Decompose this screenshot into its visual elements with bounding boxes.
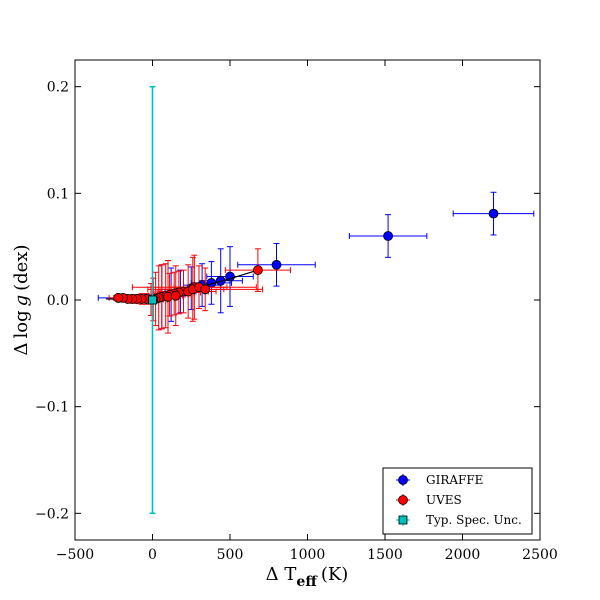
y-tick-label: 0.1 bbox=[47, 186, 69, 202]
legend-item-uves: UVES bbox=[396, 493, 462, 507]
plot-area bbox=[97, 85, 535, 515]
legend: GIRAFFE UVES Typ. Spec. Unc. bbox=[382, 467, 533, 535]
legend-label-typ-spec-unc: Typ. Spec. Unc. bbox=[426, 513, 522, 527]
legend-unc-marker bbox=[398, 515, 408, 525]
legend-uves-marker bbox=[398, 495, 408, 505]
y-tick-label: 0.2 bbox=[47, 80, 69, 96]
x-tick-label: 500 bbox=[217, 547, 244, 563]
y-tick-label: −0.1 bbox=[35, 400, 69, 416]
typ-spec-unc-point bbox=[148, 295, 157, 305]
x-tick-label: 1000 bbox=[290, 547, 326, 563]
x-tick-label: −500 bbox=[56, 547, 94, 563]
x-axis-title: Δ Teff (K) bbox=[266, 564, 349, 590]
x-tick-label: 2000 bbox=[445, 547, 481, 563]
x-tick-label: 1500 bbox=[367, 547, 403, 563]
x-tick-label: 0 bbox=[148, 547, 157, 563]
legend-label-giraffe: GIRAFFE bbox=[426, 473, 483, 487]
axis-ticks: −500 0 500 1000 1500 2000 2500 −0.2 −0.1 0.0 0.1 0.… bbox=[35, 60, 558, 563]
giraffe-point bbox=[488, 208, 499, 219]
y-axis-title: Δlogg(dex) bbox=[11, 244, 32, 355]
legend-item-giraffe: GIRAFFE bbox=[396, 473, 483, 487]
giraffe-point bbox=[271, 259, 282, 270]
y-tick-label: 0.0 bbox=[47, 293, 69, 309]
uves-point bbox=[170, 290, 181, 301]
uves-point bbox=[252, 265, 263, 276]
uves-point bbox=[113, 292, 124, 303]
legend-label-uves: UVES bbox=[426, 493, 462, 507]
y-tick-label: −0.2 bbox=[35, 506, 69, 522]
legend-box bbox=[382, 467, 533, 535]
giraffe-point bbox=[383, 231, 394, 241]
x-tick-label: 2500 bbox=[522, 547, 558, 563]
legend-item-typ-spec-unc: Typ. Spec. Unc. bbox=[396, 513, 522, 527]
legend-giraffe-marker bbox=[398, 475, 408, 485]
uves-point bbox=[200, 284, 211, 295]
